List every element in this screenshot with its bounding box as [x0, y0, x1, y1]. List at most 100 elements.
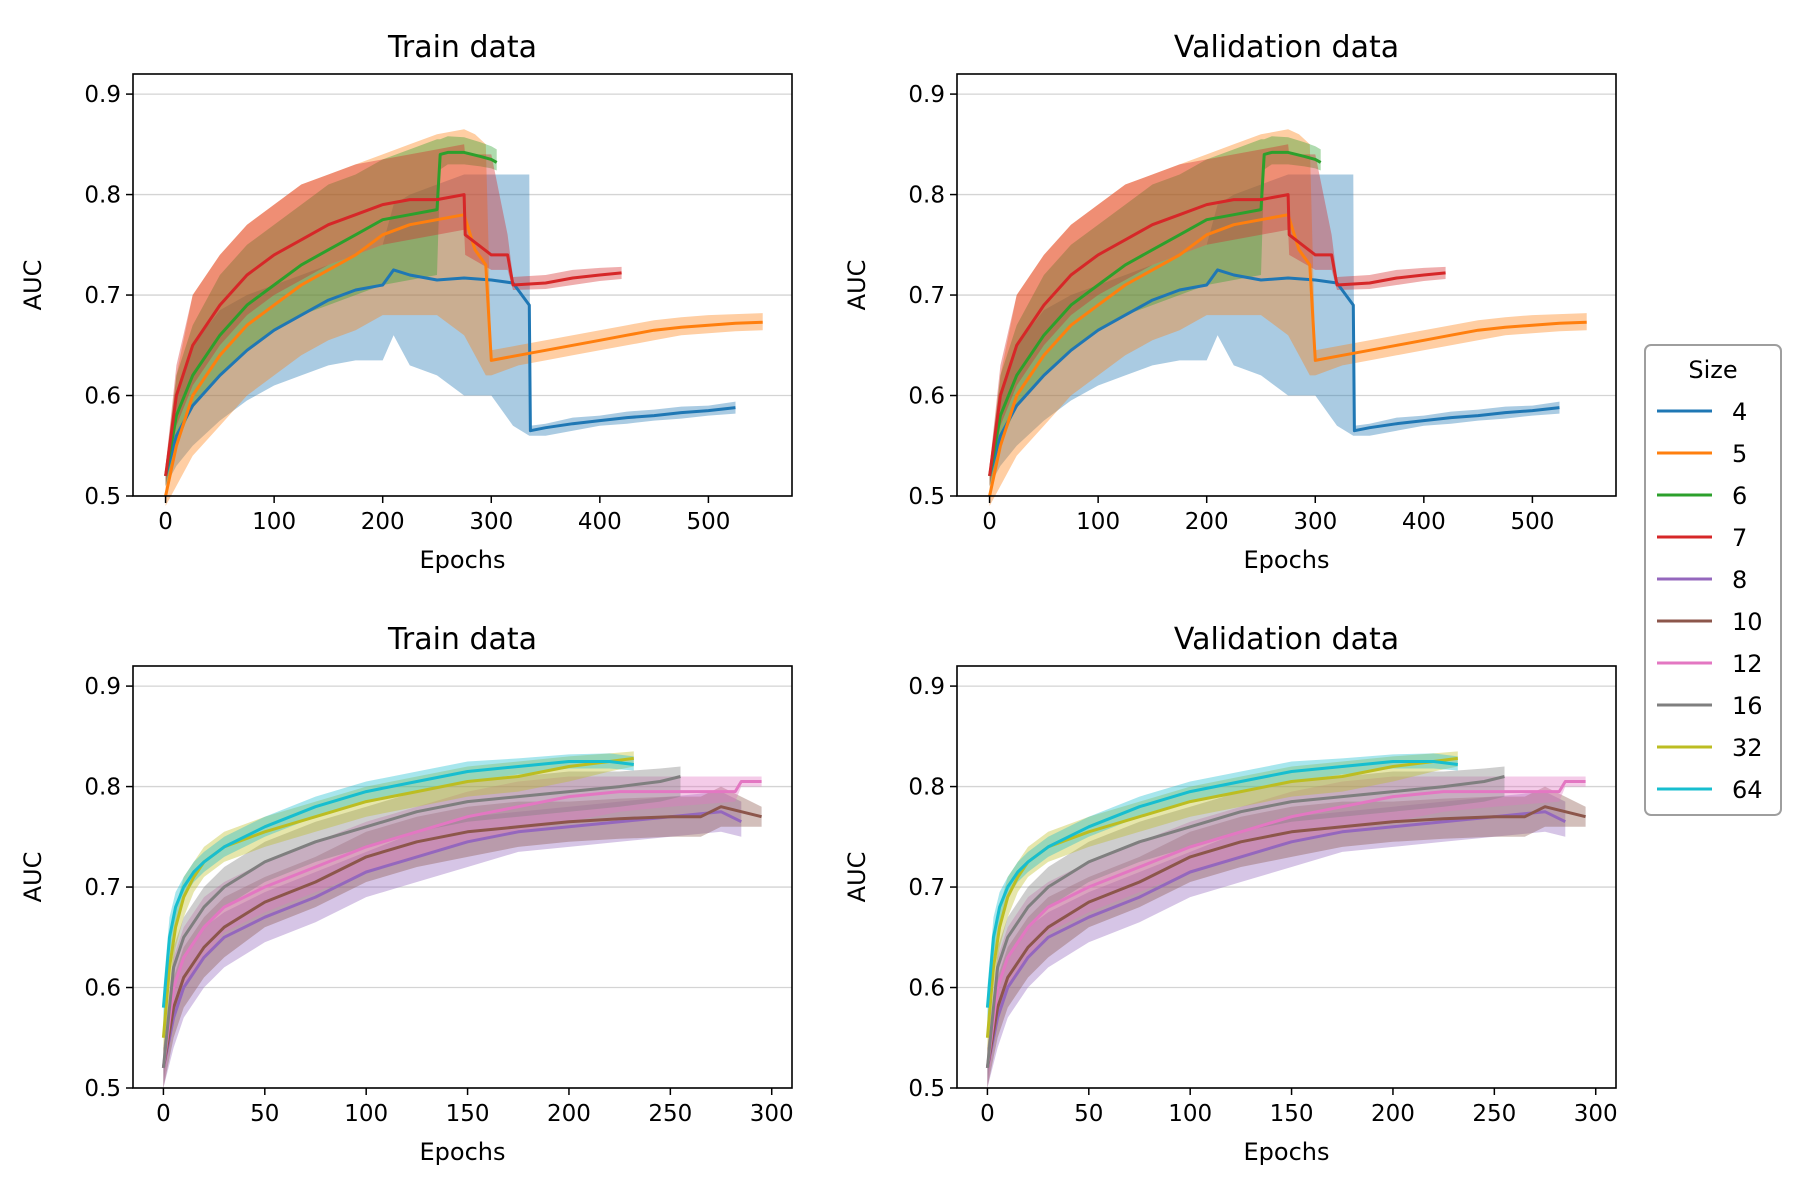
line-size-10 [985, 805, 1586, 1069]
plot-frame [956, 73, 1617, 497]
y-axis-label: AUC [19, 260, 47, 311]
line-size-4 [164, 268, 736, 477]
y-tick-label: 0.9 [84, 82, 121, 108]
y-tick-label: 0.7 [908, 283, 945, 309]
band-size-8 [163, 791, 742, 1088]
y-tick-label: 0.8 [908, 183, 945, 209]
x-tick-label: 200 [1185, 509, 1229, 535]
x-tick-label: 300 [469, 509, 513, 535]
plot-frame [132, 73, 793, 497]
line-size-6 [988, 150, 1322, 477]
y-tick-label: 0.7 [908, 875, 945, 901]
x-axis-label: Epochs [420, 1138, 506, 1166]
legend-entry: 12 [1657, 650, 1763, 678]
line-size-12 [161, 780, 762, 1069]
x-tick-label: 300 [1574, 1101, 1618, 1127]
y-tick-label: 0.6 [84, 976, 121, 1002]
x-tick-label: 100 [1168, 1101, 1212, 1127]
line-size-4 [988, 268, 1560, 477]
legend-label: 32 [1732, 734, 1763, 762]
panel-title: Train data [387, 30, 537, 65]
line-size-32 [161, 756, 634, 1038]
band-size-4 [989, 174, 1560, 486]
x-tick-label: 100 [1076, 509, 1120, 535]
y-axis-label: AUC [843, 260, 871, 311]
legend-entry: 8 [1657, 566, 1747, 594]
legend-label: 16 [1732, 692, 1763, 720]
band-size-12 [987, 776, 1586, 1088]
legend-frame [1644, 344, 1782, 816]
x-axis-label: Epochs [1244, 1138, 1330, 1166]
x-tick-label: 300 [750, 1101, 794, 1127]
plot-frame [956, 665, 1617, 1089]
panel-title: Train data [387, 622, 537, 657]
x-tick-label: 200 [361, 509, 405, 535]
line-size-32 [985, 756, 1458, 1038]
x-tick-label: 500 [686, 509, 730, 535]
y-axis-label: AUC [843, 852, 871, 903]
legend-label: 5 [1732, 440, 1747, 468]
x-tick-label: 50 [1074, 1101, 1103, 1127]
x-tick-label: 0 [980, 1101, 995, 1127]
chart-panel-4: 0.5 0.6 0.7 0.8 0.9 0 50 100 150 200 250 300 Validat… [843, 622, 1618, 1166]
x-tick-label: 0 [982, 509, 997, 535]
legend-label: 10 [1732, 608, 1763, 636]
legend-entry: 6 [1657, 482, 1747, 510]
line-size-7 [988, 193, 1446, 477]
y-tick-label: 0.9 [908, 82, 945, 108]
y-tick-label: 0.6 [908, 384, 945, 410]
legend-entry: 64 [1657, 776, 1763, 804]
legend: Size 4 5 6 7 8 10 12 16 32 64 [1644, 344, 1782, 816]
band-size-16 [987, 766, 1505, 1088]
legend-entry: 4 [1657, 398, 1747, 426]
x-tick-label: 400 [578, 509, 622, 535]
legend-label: 6 [1732, 482, 1747, 510]
x-tick-label: 500 [1510, 509, 1554, 535]
y-tick-label: 0.5 [908, 1076, 945, 1102]
x-tick-label: 200 [547, 1101, 591, 1127]
y-tick-label: 0.5 [908, 484, 945, 510]
x-tick-label: 100 [344, 1101, 388, 1127]
legend-label: 12 [1732, 650, 1763, 678]
x-axis-label: Epochs [1244, 546, 1330, 574]
legend-label: 7 [1732, 524, 1747, 552]
legend-entry: 7 [1657, 524, 1747, 552]
x-tick-label: 50 [250, 1101, 279, 1127]
legend-entry: 10 [1657, 608, 1763, 636]
legend-entry: 16 [1657, 692, 1763, 720]
x-tick-label: 250 [648, 1101, 692, 1127]
band-size-7 [989, 144, 1446, 487]
line-size-12 [985, 780, 1586, 1069]
x-tick-label: 200 [1371, 1101, 1415, 1127]
x-tick-label: 300 [1293, 509, 1337, 535]
line-size-10 [161, 805, 762, 1069]
line-size-64 [985, 760, 1458, 1008]
legend-label: 8 [1732, 566, 1747, 594]
legend-title: Size [1688, 356, 1737, 384]
band-size-4 [165, 174, 736, 486]
band-size-8 [987, 791, 1566, 1088]
chart-panel-1: 0.5 0.6 0.7 0.8 0.9 0 100 200 300 400 500 Train dat… [19, 30, 793, 574]
legend-entries: 4 5 6 7 8 10 12 16 32 64 [1657, 398, 1763, 804]
x-tick-label: 150 [446, 1101, 490, 1127]
band-size-5 [165, 129, 763, 507]
y-tick-label: 0.9 [908, 674, 945, 700]
y-tick-label: 0.9 [84, 674, 121, 700]
x-tick-label: 100 [252, 509, 296, 535]
legend-label: 4 [1732, 398, 1747, 426]
band-size-7 [165, 144, 622, 487]
y-tick-label: 0.8 [908, 775, 945, 801]
band-size-16 [163, 766, 681, 1088]
line-size-6 [164, 150, 498, 477]
line-size-5 [164, 213, 763, 497]
line-size-5 [988, 213, 1587, 497]
y-tick-label: 0.5 [84, 1076, 121, 1102]
x-tick-label: 0 [156, 1101, 171, 1127]
band-size-5 [989, 129, 1587, 507]
x-tick-label: 400 [1402, 509, 1446, 535]
x-axis-label: Epochs [420, 546, 506, 574]
y-tick-label: 0.7 [84, 875, 121, 901]
x-tick-label: 250 [1472, 1101, 1516, 1127]
panel-title: Validation data [1174, 30, 1399, 65]
